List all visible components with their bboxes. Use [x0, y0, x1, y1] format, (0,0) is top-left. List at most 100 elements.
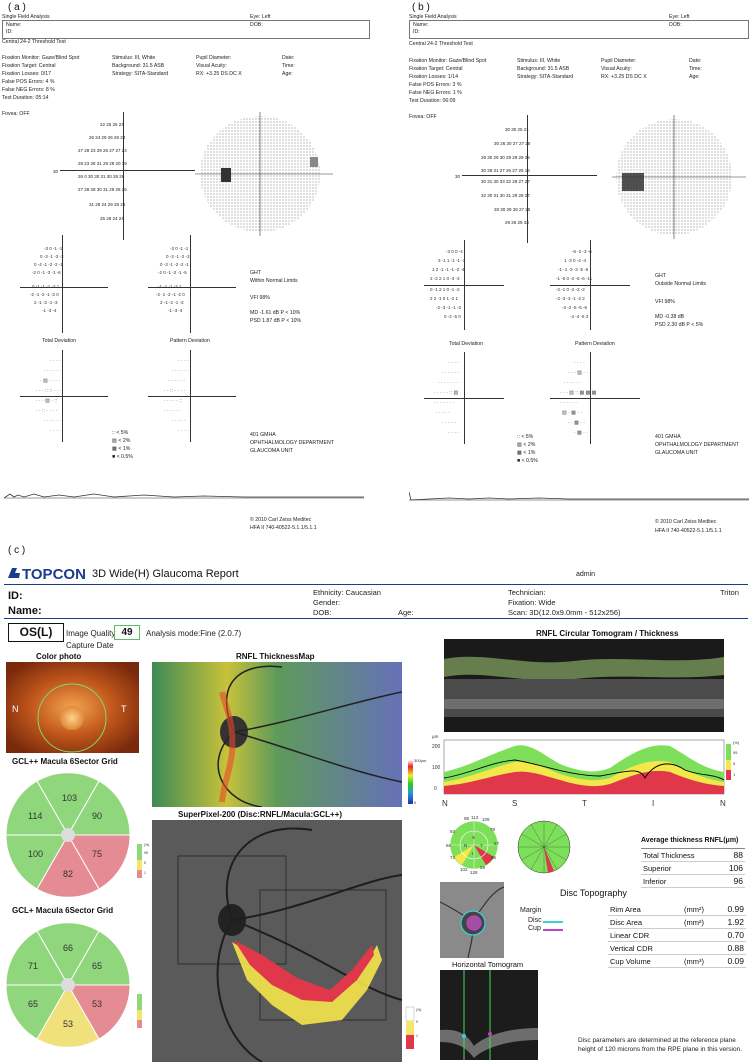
md: MD -0.38 dB — [655, 314, 685, 320]
svg-text:3 -1 1 -1 -1 -3: 3 -1 1 -1 -1 -3 — [438, 258, 466, 263]
disc-topography-image — [440, 882, 504, 958]
svg-text:· · :: · · · ·: · · :: · · · · — [36, 408, 57, 414]
ght-value: Within Normal Limits — [250, 278, 298, 284]
svg-text:· · · · ·: · · · · · — [442, 420, 456, 426]
svg-text:90: 90 — [92, 811, 102, 821]
svg-text:1 2 -1 -1 -1 -2 -4: 1 2 -1 -1 -1 -2 -4 — [432, 267, 465, 272]
pd-v-axis — [590, 240, 591, 330]
svg-text:· · · ·: · · · · — [448, 430, 459, 436]
test-name: Central 24-2 Threshold Test — [409, 41, 473, 47]
avg-row-value: 96 — [733, 876, 743, 886]
rnfl-map-title: RNFL ThicknessMap — [236, 652, 315, 661]
svg-text:93: 93 — [450, 829, 456, 834]
svg-text:· · · · · ·: · · · · · · — [560, 400, 577, 406]
dob: DOB: — [313, 608, 332, 617]
svg-text:114: 114 — [28, 811, 42, 821]
svg-text:T: T — [480, 843, 483, 848]
td-prob-v-axis — [464, 352, 465, 444]
legend-item: ■ < 0.5% — [517, 458, 538, 464]
svg-text:0 -4 -1 -2 -2 -1: 0 -4 -1 -2 -2 -1 — [34, 262, 63, 267]
photo-t-label: T — [121, 704, 127, 714]
svg-text:2 -1 -2 -1 -3: 2 -1 -2 -1 -3 — [34, 300, 58, 305]
probability-plots: · · · ·· · · · · ·· ▨ · · · · · · · · ::… — [36, 358, 189, 434]
svg-text:53: 53 — [63, 1019, 73, 1029]
svg-text:· · · · · ·: · · · · · · — [44, 418, 61, 424]
avg-row-value: 88 — [733, 850, 743, 860]
svg-text:102: 102 — [460, 867, 468, 872]
pattern-deviation-label: Pattern Deviation — [170, 338, 210, 344]
id-field: ID: — [413, 29, 420, 35]
topo-row-unit: (mm²) — [684, 905, 704, 914]
svg-text:· · · ·: · · · · — [50, 428, 61, 434]
legend-item: ■ < 0.5% — [112, 454, 133, 460]
td-prob-h-axis — [20, 396, 108, 397]
topo-row-label: Cup Volume — [610, 957, 651, 966]
svg-text:-4 -4 -5 3: -4 -4 -5 3 — [570, 314, 589, 319]
patient-box — [409, 20, 749, 39]
horizontal-tomogram — [440, 970, 538, 1060]
svg-text:· · · ·: · · · · — [448, 360, 459, 366]
avg-thickness-title: Average thickness RNFL(μm) — [641, 837, 739, 844]
site-name: 401 GMHA — [655, 434, 681, 440]
svg-text:S: S — [512, 799, 517, 808]
td-prob-v-axis — [62, 350, 63, 442]
svg-text:N: N — [720, 799, 726, 808]
svg-text:(%): (%) — [144, 843, 149, 847]
svg-text:1: 1 — [733, 772, 736, 777]
svg-text:· · · ▨ :: ▩ ▩ ▩: · · · ▨ :: ▩ ▩ ▩ — [560, 390, 597, 396]
svg-text:1: 1 — [416, 1034, 418, 1038]
threshold-v-axis — [123, 112, 124, 240]
svg-text:95: 95 — [733, 750, 738, 755]
svg-text:65: 65 — [491, 855, 497, 860]
topo-row-label: Rim Area — [610, 905, 641, 914]
svg-text:· · · · · · ·: · · · · · · · — [438, 380, 458, 386]
svg-text:75: 75 — [92, 849, 102, 859]
hfa-report-a: Single Field Analysis Eye: Left Name: DO… — [0, 0, 372, 545]
svg-text:· ▨ · · · · ·: · ▨ · · · · · — [40, 378, 63, 384]
svg-text:-1 -1 -3 -3 -5 -5: -1 -1 -3 -3 -5 -5 — [558, 267, 589, 272]
disc-topography-title: Disc Topography — [560, 888, 627, 898]
svg-text:0 -3 -1 -2 -3: 0 -3 -1 -2 -3 — [166, 254, 190, 259]
svg-text:TOPCON: TOPCON — [22, 566, 86, 582]
circular-tomogram — [444, 639, 724, 732]
svg-text:-3 0 0 -4: -3 0 0 -4 — [446, 249, 463, 254]
sector-superior — [36, 772, 100, 837]
svg-text:-1 -5 0 -2 -6 -6 -11: -1 -5 0 -2 -6 -6 -11 — [556, 276, 593, 281]
threshold-row: 30 26 30 27 27 25 — [494, 141, 531, 146]
svg-text:5: 5 — [733, 761, 736, 766]
site-dept: OPHTHALMOLOGY DEPARTMENT — [250, 440, 334, 446]
header-rule — [4, 584, 748, 585]
name-label: Name: — [8, 605, 42, 617]
svg-text:· · :: · · · ·: · · :: · · · · — [164, 388, 185, 394]
svg-text:· · · · ·: · · · · · — [172, 418, 186, 424]
id-label: ID: — [8, 590, 23, 602]
svg-text:· · · · · ::: · · · · · :: — [164, 398, 182, 404]
svg-text:· · ▩ · ·: · · ▩ · · — [568, 420, 585, 426]
name-field: Name: — [413, 22, 429, 28]
psd: PSD 1.87 dB P < 10% — [250, 318, 302, 324]
legend-item: ▨ < 2% — [112, 438, 131, 444]
copyright: © 2010 Carl Zeiss Meditec — [250, 517, 312, 523]
svg-text:-1 -3 -4: -1 -3 -4 — [42, 308, 57, 313]
svg-text:-2 -3 -1 -1 -3: -2 -3 -1 -1 -3 — [436, 305, 462, 310]
pd-h-axis — [148, 287, 236, 288]
threshold-row: 25 28 24 24 — [100, 216, 124, 221]
dob-field: DOB: — [669, 22, 682, 28]
fixation-target: Fixation Target: Central — [409, 66, 463, 72]
threshold-h-axis — [462, 175, 597, 176]
threshold-row: 28 23 28 31 29 28 20 19 — [78, 161, 127, 166]
site-unit: GLAUCOMA UNIT — [655, 450, 698, 456]
pattern-deviation-label: Pattern Deviation — [575, 341, 615, 347]
topo-row-value: 0.88 — [727, 943, 744, 953]
svg-text:73: 73 — [450, 855, 456, 860]
svg-text:-2 -1 -2 -1 -2 0: -2 -1 -2 -1 -2 0 — [30, 292, 59, 297]
td-h-axis — [20, 287, 108, 288]
version: HFA II 740-40522-5.1.1/5.1.1 — [250, 525, 317, 531]
threshold-row: 27 28 23 29 26 27 27 24 — [78, 148, 127, 153]
threshold-row: 26 0 30 30 31 30 28 26 — [78, 174, 125, 179]
sector-radial-chart — [517, 820, 571, 874]
color-photo-title: Color photo — [36, 652, 82, 661]
legend-item: :: < 5% — [517, 434, 534, 440]
svg-text:0 -3 -1 -3 -3: 0 -3 -1 -3 -3 — [40, 254, 64, 259]
ght-value: Outside Normal Limits — [655, 281, 707, 287]
